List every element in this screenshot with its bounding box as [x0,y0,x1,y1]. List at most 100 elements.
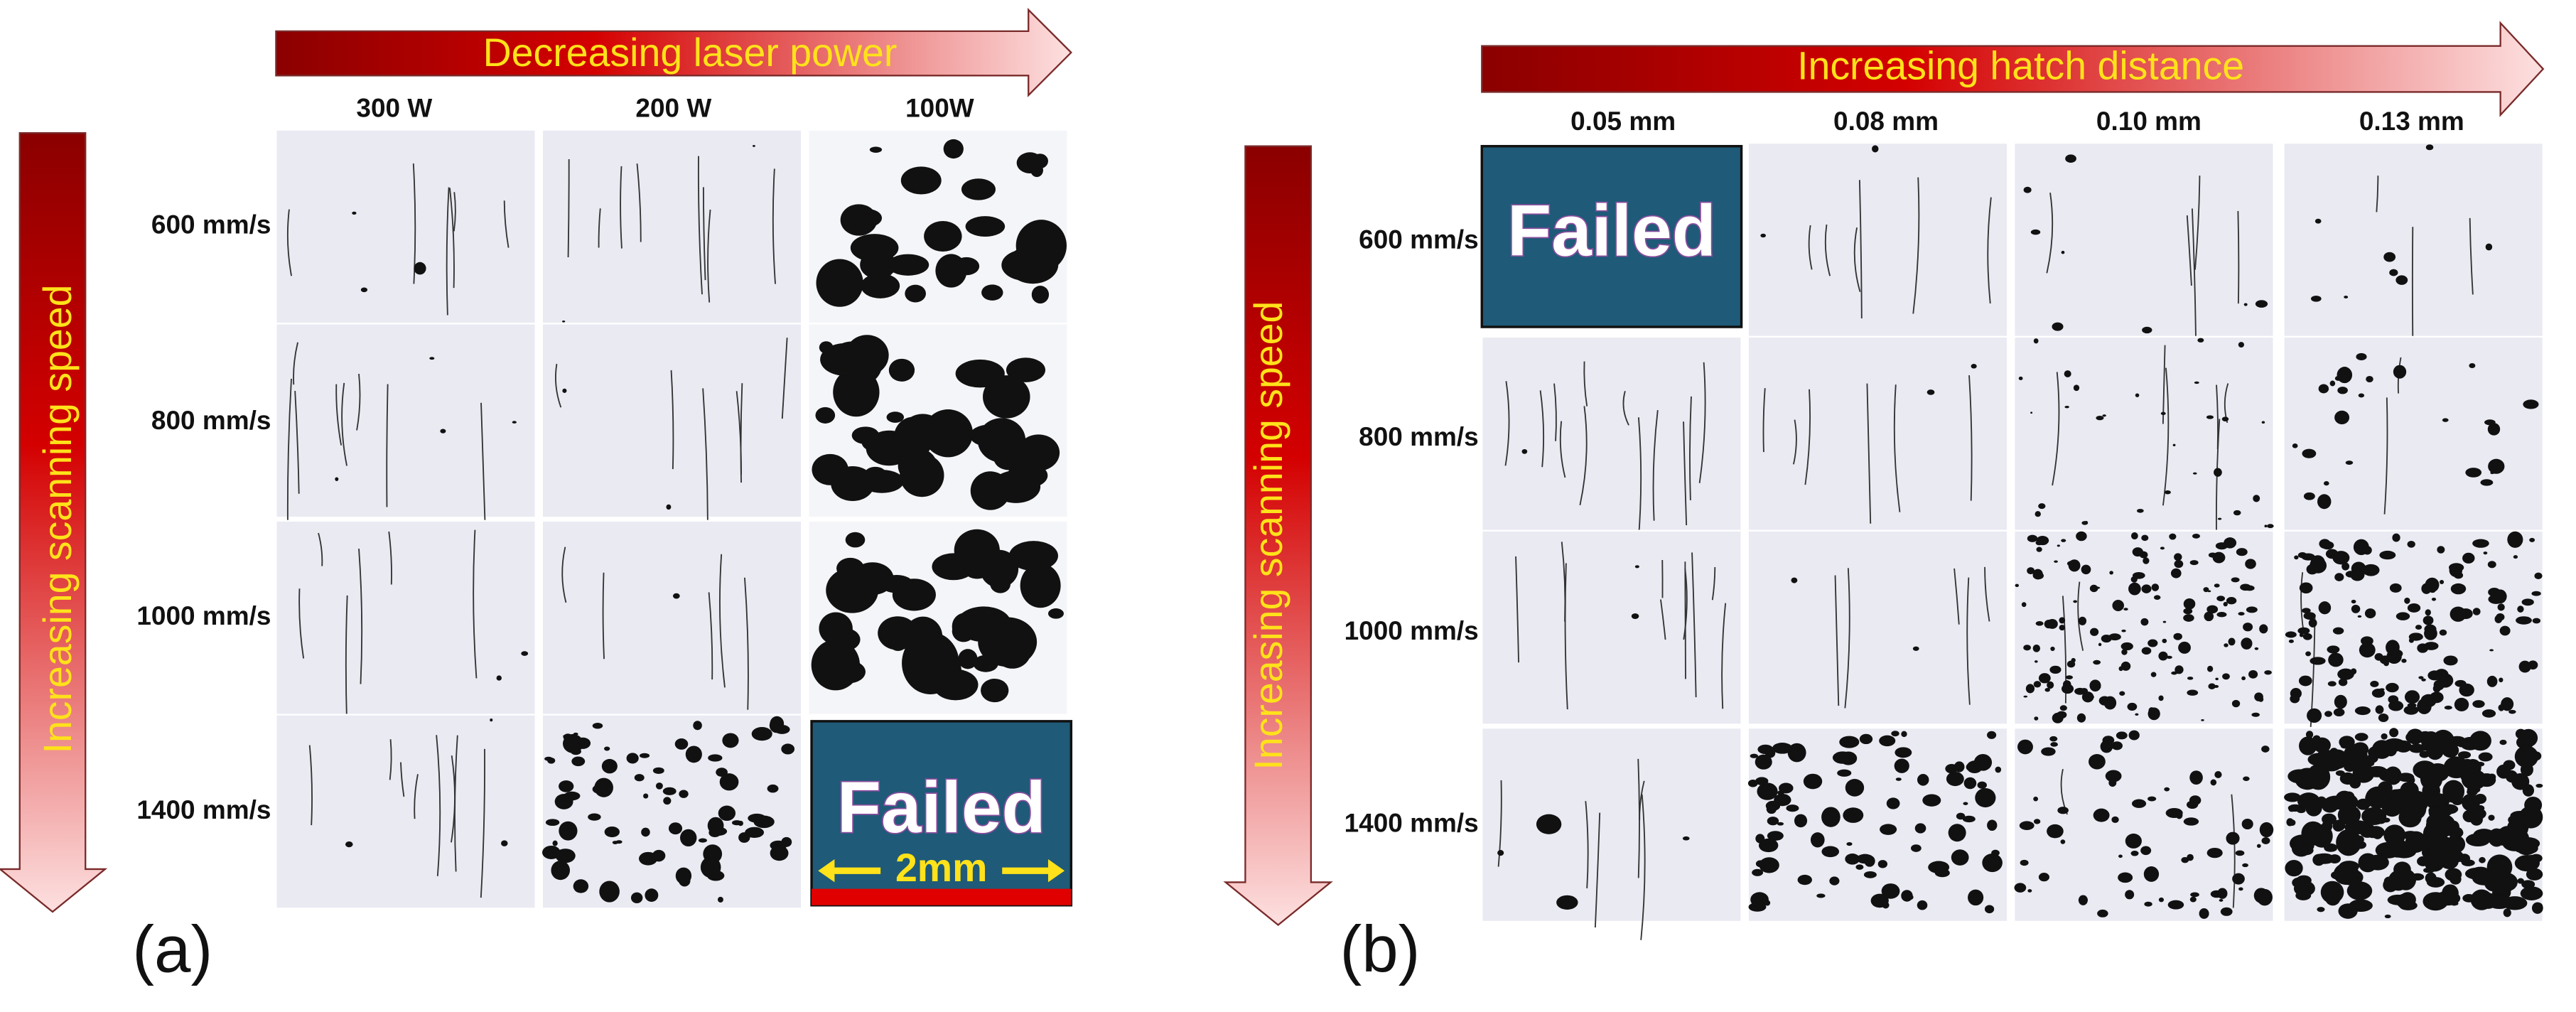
failed-label: Failed [837,767,1046,848]
pore [2462,758,2473,765]
pore [2264,524,2268,528]
pore [2499,739,2507,745]
pore [2187,677,2194,680]
pore [2093,660,2101,665]
pore [887,254,929,276]
crack [1594,812,1601,928]
pore [2143,557,2150,564]
pore [1032,154,1048,169]
pore [2294,555,2299,560]
pore [2136,508,2144,513]
micrograph [275,129,537,325]
pore [2421,583,2432,594]
pore [2479,856,2486,863]
crack [1683,568,1688,640]
pore [666,504,672,510]
pore [2125,833,2142,849]
arrow-label: Increasing hatch distance [1797,44,2244,88]
pore [2343,791,2355,803]
pore [2169,533,2177,540]
pore [2020,859,2029,866]
pore [521,651,529,656]
pore [943,139,964,159]
pore [2426,813,2450,830]
pore [2334,694,2347,709]
pore [655,782,663,790]
crack [1553,383,1557,441]
micrograph [275,520,537,716]
pore [981,678,1009,703]
pore [2034,660,2038,663]
pore [836,632,851,646]
pore [2214,684,2219,688]
pore [2472,700,2485,708]
pore [1945,764,1958,774]
crack [2052,372,2060,486]
crack [772,168,776,284]
micrograph [275,714,537,910]
pore [1922,794,1941,807]
pore [2147,639,2158,647]
pore [869,146,883,153]
pore [693,721,702,731]
row-label: 600 mm/s [151,210,271,239]
pore [2303,492,2315,500]
pore [2256,888,2273,906]
pore [1839,736,1860,748]
pore [2350,568,2365,581]
crack [2194,176,2201,270]
pore [1048,608,1064,619]
micrograph [1747,335,2009,532]
pore [2034,716,2039,721]
row-label: 1000 mm/s [136,601,271,630]
pore [545,819,560,827]
pore [2487,423,2501,436]
pore [2427,853,2437,863]
crack [1504,381,1510,466]
pore [414,262,426,275]
pore [2044,620,2054,629]
pore [2489,649,2494,652]
pore [2128,582,2141,596]
micrograph [1747,529,2009,726]
crack [1652,410,1659,521]
pore [2197,338,2204,343]
pore [2118,872,2133,883]
pore [1750,753,1759,758]
pore [1963,777,1977,790]
pore [2389,269,2398,276]
pore [2401,658,2407,663]
crack [567,158,570,258]
pore [2384,766,2402,785]
pore [2057,544,2060,547]
pore [2078,895,2088,905]
pore [2376,815,2386,824]
crack [1762,388,1766,453]
pore [2518,660,2531,673]
pore [2319,754,2343,772]
pore [2231,699,2241,708]
pore [2305,731,2314,739]
pore [2240,583,2251,591]
pore [2417,698,2432,715]
pore [816,259,863,307]
pore [679,790,689,798]
crack [670,370,674,470]
pore [2461,859,2475,866]
pore [2207,590,2211,593]
pore [2459,683,2474,697]
pore [2141,647,2152,655]
pore [2421,747,2427,751]
pore [2132,571,2145,579]
pore [2521,598,2534,606]
pore [2302,448,2317,458]
pore [1015,220,1067,272]
row-label: 800 mm/s [151,406,271,435]
pore [954,529,1000,572]
row-label: 1400 mm/s [136,795,271,824]
micrograph [1481,726,1742,923]
pore [2201,719,2204,721]
pore [1020,563,1061,608]
